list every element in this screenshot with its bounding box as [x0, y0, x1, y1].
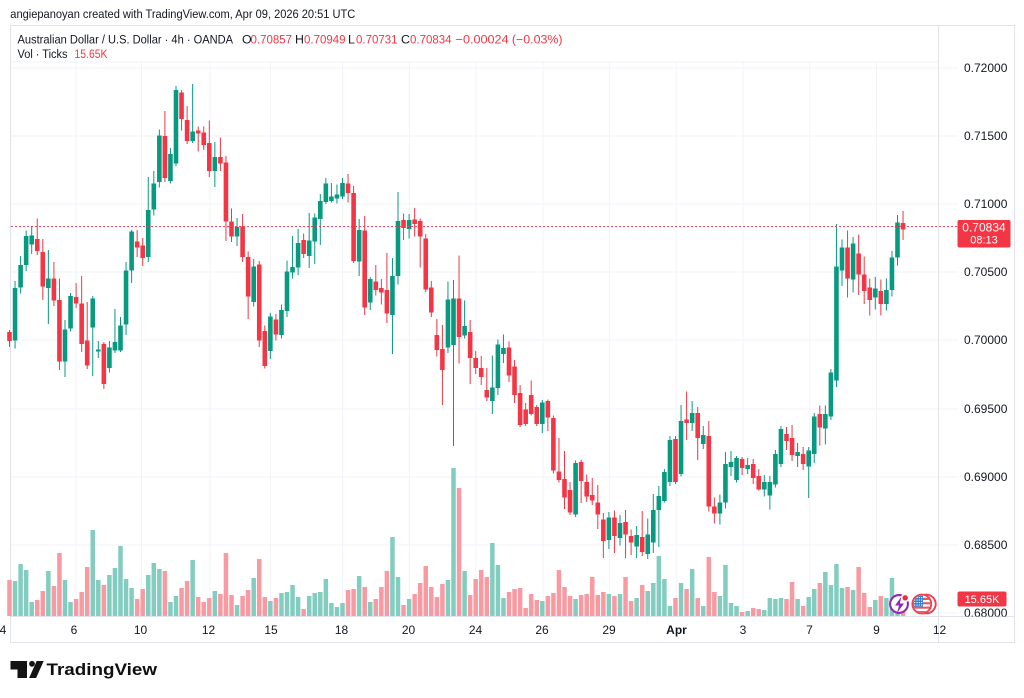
svg-text:29: 29 — [602, 623, 616, 637]
svg-text:0.68000: 0.68000 — [964, 606, 1008, 620]
svg-text:angiepanoyan created with Trad: angiepanoyan created with TradingView.co… — [10, 7, 355, 21]
svg-text:Apr: Apr — [666, 623, 687, 637]
svg-text:0.69500: 0.69500 — [964, 402, 1008, 416]
svg-text:15.65K: 15.65K — [75, 47, 109, 61]
svg-text:08:13: 08:13 — [970, 235, 998, 247]
svg-text:26: 26 — [535, 623, 549, 637]
svg-text:7: 7 — [806, 623, 813, 637]
svg-text:0.71000: 0.71000 — [964, 197, 1008, 211]
svg-text:H: H — [295, 32, 304, 46]
svg-text:0.68500: 0.68500 — [964, 538, 1008, 552]
svg-text:9: 9 — [873, 623, 880, 637]
svg-text:15: 15 — [264, 623, 278, 637]
svg-text:15.65K: 15.65K — [965, 594, 1001, 606]
svg-text:0.70000: 0.70000 — [964, 333, 1008, 347]
svg-text:4: 4 — [0, 623, 7, 637]
svg-text:−0.00024: −0.00024 — [456, 32, 509, 46]
svg-text:0.72000: 0.72000 — [964, 61, 1008, 75]
svg-text:0.70949: 0.70949 — [304, 32, 346, 46]
svg-text:24: 24 — [469, 623, 483, 637]
svg-text:Australian Dollar / U.S. Dolla: Australian Dollar / U.S. Dollar · 4h · O… — [18, 32, 234, 46]
svg-text:C: C — [401, 32, 410, 46]
svg-text:20: 20 — [402, 623, 416, 637]
svg-text:12: 12 — [202, 623, 216, 637]
svg-text:12: 12 — [933, 623, 947, 637]
svg-text:0.69000: 0.69000 — [964, 470, 1008, 484]
svg-text:TradingView: TradingView — [47, 660, 158, 679]
svg-text:18: 18 — [335, 623, 349, 637]
svg-text:(−0.03%): (−0.03%) — [512, 32, 563, 46]
svg-text:0.70834: 0.70834 — [962, 221, 1006, 235]
svg-text:6: 6 — [71, 623, 78, 637]
svg-text:0.70857: 0.70857 — [251, 32, 293, 46]
svg-text:10: 10 — [134, 623, 148, 637]
svg-text:0.70834: 0.70834 — [410, 32, 452, 46]
svg-text:Vol · Ticks: Vol · Ticks — [18, 47, 68, 61]
svg-text:3: 3 — [740, 623, 747, 637]
svg-text:0.70731: 0.70731 — [356, 32, 398, 46]
svg-text:O: O — [242, 32, 252, 46]
svg-text:0.71500: 0.71500 — [964, 129, 1008, 143]
svg-text:0.70500: 0.70500 — [964, 265, 1008, 279]
svg-text:L: L — [348, 32, 355, 46]
